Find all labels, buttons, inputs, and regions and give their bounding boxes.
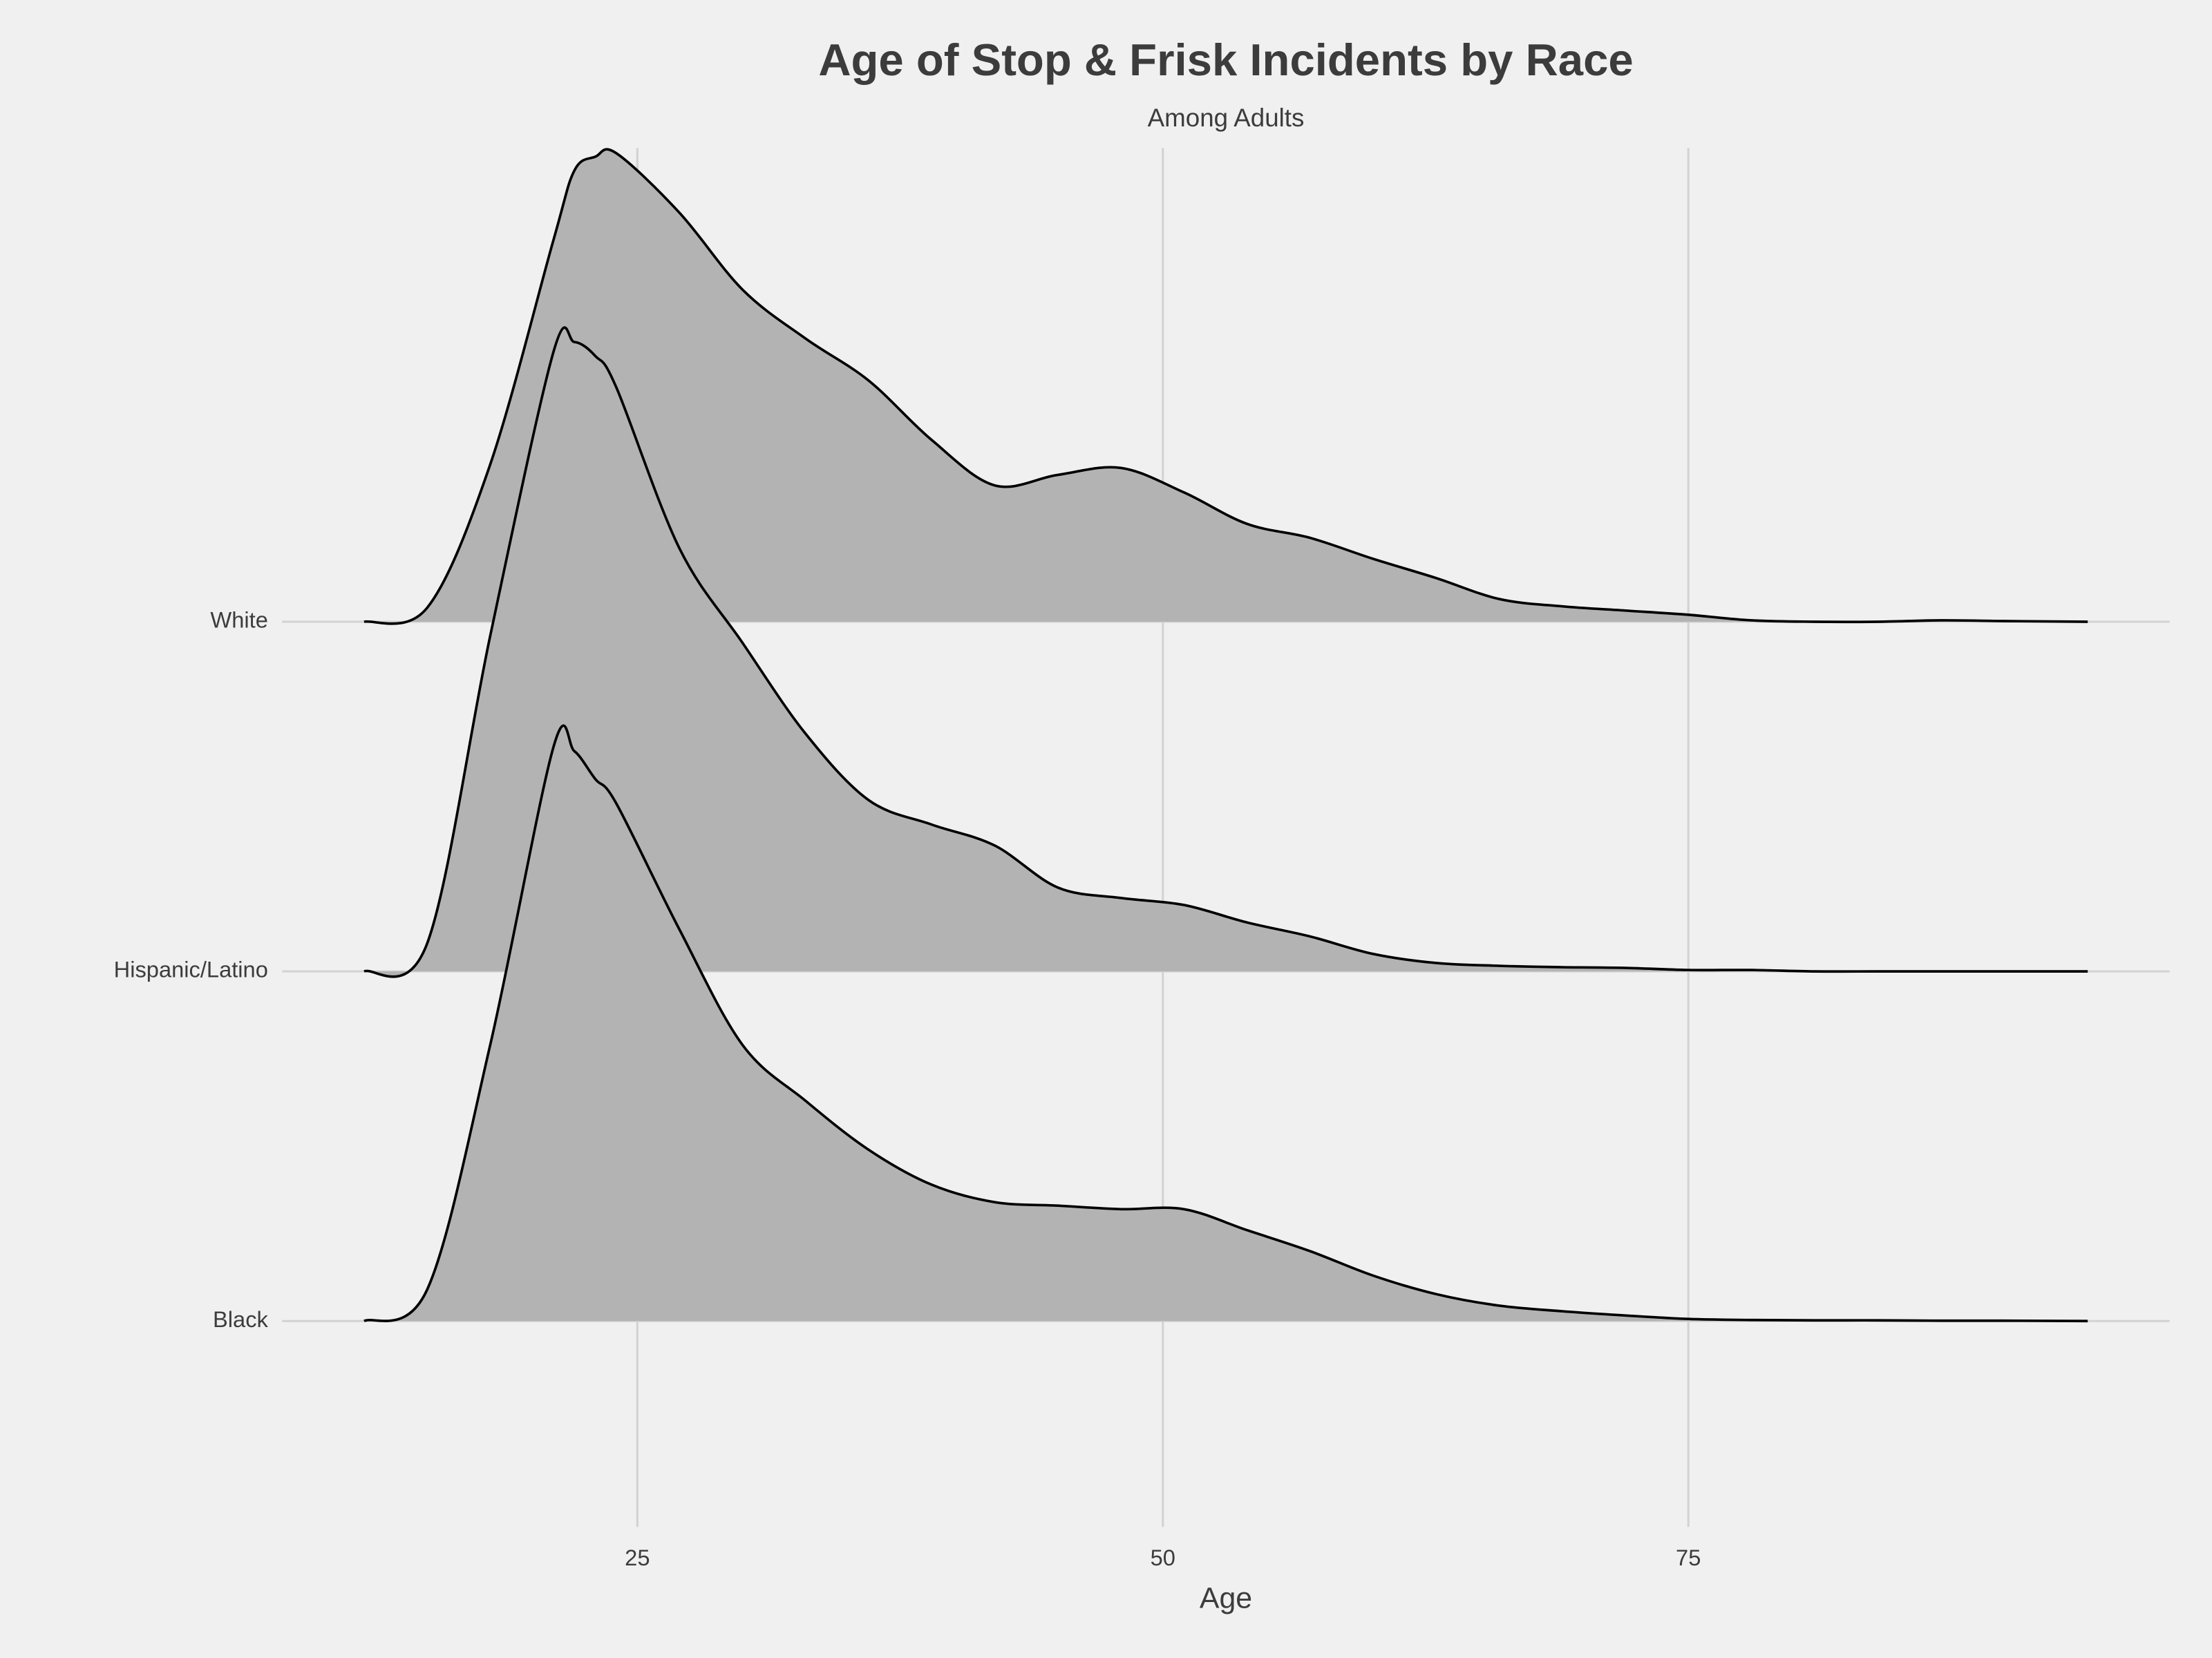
ridge-area — [363, 725, 2088, 1322]
chart-title: Age of Stop & Frisk Incidents by Race — [818, 35, 1633, 85]
y-tick-label: White — [210, 607, 267, 633]
ridge-line — [363, 148, 2088, 625]
y-tick-label: Black — [213, 1306, 269, 1332]
x-tick-label: 75 — [1676, 1545, 1701, 1570]
x-axis-title: Age — [1200, 1582, 1252, 1615]
ridge-line — [363, 724, 2088, 1323]
y-tick-label: Hispanic/Latino — [114, 957, 268, 982]
x-tick-label: 50 — [1151, 1545, 1175, 1570]
ridge-line — [363, 326, 2088, 978]
x-tick-label: 25 — [625, 1545, 650, 1570]
ridge-area — [363, 149, 2088, 624]
ridge-area — [363, 327, 2088, 977]
chart-subtitle: Among Adults — [1148, 104, 1305, 132]
